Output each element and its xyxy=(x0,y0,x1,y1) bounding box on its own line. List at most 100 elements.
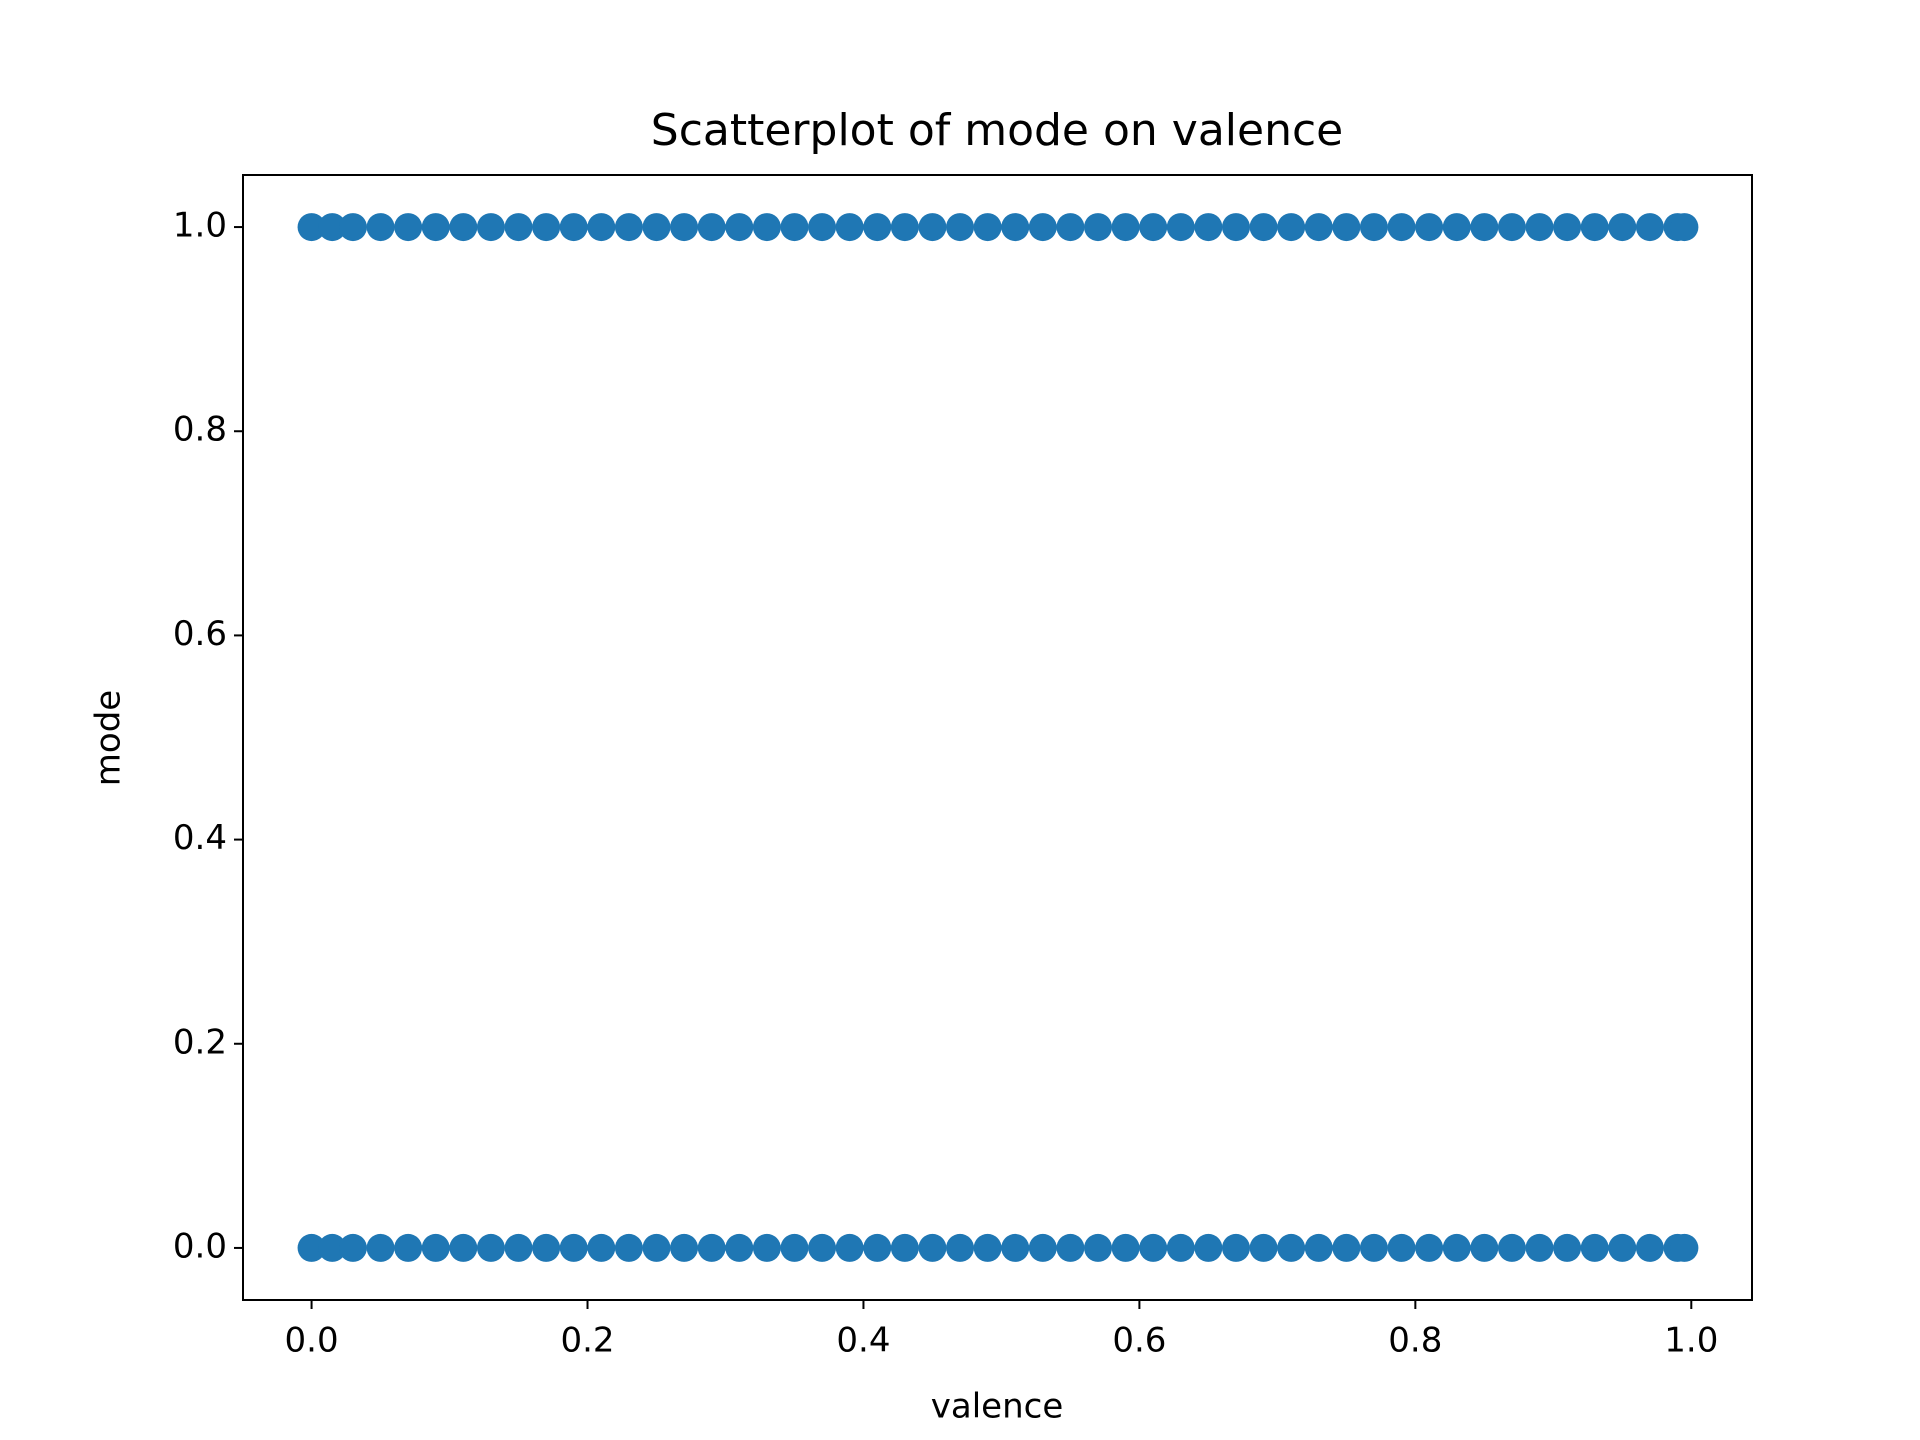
point xyxy=(318,213,347,242)
point xyxy=(449,1233,478,1262)
point xyxy=(1470,213,1499,242)
point xyxy=(1194,1233,1223,1262)
point xyxy=(1332,1233,1361,1262)
point xyxy=(1553,1233,1582,1262)
point xyxy=(532,1233,561,1262)
point xyxy=(863,213,892,242)
point xyxy=(697,1233,726,1262)
point xyxy=(1670,213,1699,242)
point xyxy=(338,213,367,242)
point xyxy=(752,1233,781,1262)
point xyxy=(890,213,919,242)
point xyxy=(1387,213,1416,242)
point xyxy=(1056,1233,1085,1262)
point xyxy=(808,1233,837,1262)
x-tick-label: 0.0 xyxy=(285,1321,339,1361)
point xyxy=(504,213,533,242)
point xyxy=(559,1233,588,1262)
point xyxy=(1028,1233,1057,1262)
y-axis-label: mode xyxy=(89,690,129,786)
point xyxy=(1525,213,1554,242)
point xyxy=(1084,1233,1113,1262)
point xyxy=(1166,1233,1195,1262)
point xyxy=(1194,213,1223,242)
point xyxy=(1635,213,1664,242)
point xyxy=(587,1233,616,1262)
point xyxy=(1359,1233,1388,1262)
point xyxy=(421,213,450,242)
point xyxy=(1415,213,1444,242)
x-axis-label: valence xyxy=(931,1387,1063,1427)
y-tick-label: 0.0 xyxy=(173,1226,227,1266)
point xyxy=(1277,213,1306,242)
point xyxy=(918,213,947,242)
point xyxy=(697,213,726,242)
point xyxy=(725,213,754,242)
point xyxy=(670,1233,699,1262)
point xyxy=(1415,1233,1444,1262)
point xyxy=(1442,1233,1471,1262)
point xyxy=(1608,1233,1637,1262)
x-tick-label: 0.6 xyxy=(1112,1321,1166,1361)
point xyxy=(1001,213,1030,242)
point xyxy=(1608,213,1637,242)
point xyxy=(890,1233,919,1262)
point xyxy=(476,1233,505,1262)
point xyxy=(780,213,809,242)
y-tick-label: 0.8 xyxy=(173,410,227,450)
point xyxy=(394,1233,423,1262)
point xyxy=(421,1233,450,1262)
point xyxy=(1028,213,1057,242)
point xyxy=(1221,213,1250,242)
point xyxy=(1470,1233,1499,1262)
x-tick-label: 0.4 xyxy=(836,1321,890,1361)
x-tick-label: 1.0 xyxy=(1664,1321,1718,1361)
point xyxy=(780,1233,809,1262)
point xyxy=(725,1233,754,1262)
point xyxy=(642,213,671,242)
point xyxy=(1359,213,1388,242)
point xyxy=(670,213,699,242)
point xyxy=(1580,213,1609,242)
point xyxy=(973,213,1002,242)
point xyxy=(366,213,395,242)
point xyxy=(752,213,781,242)
point xyxy=(1442,213,1471,242)
point xyxy=(1635,1233,1664,1262)
point xyxy=(1497,1233,1526,1262)
point xyxy=(1525,1233,1554,1262)
point xyxy=(946,213,975,242)
point xyxy=(918,1233,947,1262)
point xyxy=(835,213,864,242)
point xyxy=(808,213,837,242)
point xyxy=(1304,1233,1333,1262)
point xyxy=(394,213,423,242)
point xyxy=(614,213,643,242)
point xyxy=(559,213,588,242)
point xyxy=(1670,1233,1699,1262)
point xyxy=(1277,1233,1306,1262)
point xyxy=(1497,213,1526,242)
point xyxy=(642,1233,671,1262)
point xyxy=(1304,213,1333,242)
point xyxy=(1111,1233,1140,1262)
point xyxy=(1139,1233,1168,1262)
point xyxy=(1139,213,1168,242)
point xyxy=(1221,1233,1250,1262)
plot-frame xyxy=(242,174,1753,1301)
point xyxy=(297,1233,326,1262)
point xyxy=(532,213,561,242)
y-tick-label: 0.6 xyxy=(173,614,227,654)
point xyxy=(1249,213,1278,242)
point xyxy=(318,1233,347,1262)
point xyxy=(614,1233,643,1262)
point xyxy=(1084,213,1113,242)
x-tick-label: 0.8 xyxy=(1388,1321,1442,1361)
point xyxy=(297,213,326,242)
y-tick-label: 0.2 xyxy=(173,1022,227,1062)
y-tick-label: 0.4 xyxy=(173,818,227,858)
point xyxy=(476,213,505,242)
point xyxy=(338,1233,367,1262)
